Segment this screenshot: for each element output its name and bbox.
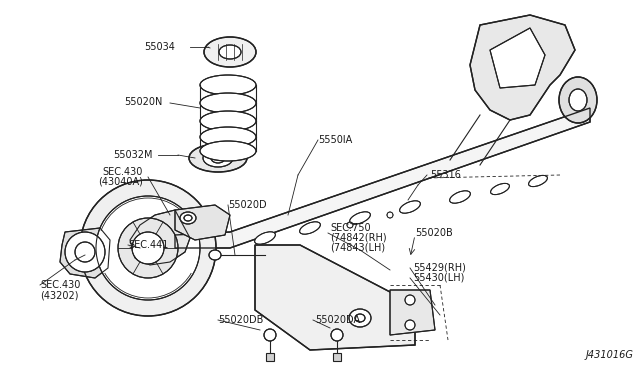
Polygon shape: [333, 353, 341, 361]
Text: SEC.430: SEC.430: [40, 280, 81, 290]
Text: 55032M: 55032M: [113, 150, 153, 160]
Text: (43040A): (43040A): [98, 177, 143, 187]
Ellipse shape: [569, 89, 587, 111]
Circle shape: [132, 232, 164, 264]
Polygon shape: [490, 28, 545, 88]
Ellipse shape: [204, 37, 256, 67]
Ellipse shape: [200, 141, 256, 161]
Circle shape: [96, 196, 200, 300]
Polygon shape: [60, 228, 110, 278]
Circle shape: [65, 232, 105, 272]
Text: 55020DA: 55020DA: [315, 315, 360, 325]
Ellipse shape: [255, 232, 275, 244]
Circle shape: [118, 218, 178, 278]
Ellipse shape: [200, 93, 256, 113]
Circle shape: [405, 295, 415, 305]
Ellipse shape: [399, 201, 420, 213]
Text: (43202): (43202): [40, 290, 79, 300]
Text: SEC.441: SEC.441: [128, 240, 168, 250]
Ellipse shape: [355, 314, 365, 322]
Circle shape: [80, 180, 216, 316]
Text: J431016G: J431016G: [586, 350, 634, 360]
Ellipse shape: [529, 175, 547, 187]
Circle shape: [347, 222, 353, 228]
Ellipse shape: [200, 111, 256, 131]
Polygon shape: [470, 15, 575, 120]
Text: 55020N: 55020N: [125, 97, 163, 107]
Polygon shape: [175, 108, 590, 248]
Text: 55034: 55034: [144, 42, 175, 52]
Ellipse shape: [200, 127, 256, 147]
Text: 55316: 55316: [430, 170, 461, 180]
Polygon shape: [130, 210, 190, 265]
Ellipse shape: [211, 153, 225, 163]
Polygon shape: [175, 205, 230, 240]
Ellipse shape: [559, 77, 597, 123]
Ellipse shape: [203, 149, 233, 167]
Ellipse shape: [209, 250, 221, 260]
Text: 55020D: 55020D: [228, 200, 267, 210]
Ellipse shape: [264, 329, 276, 341]
Text: (74842(RH): (74842(RH): [330, 233, 387, 243]
Ellipse shape: [349, 212, 371, 224]
Text: SEC.430: SEC.430: [102, 167, 143, 177]
Circle shape: [387, 212, 393, 218]
Ellipse shape: [349, 309, 371, 327]
Polygon shape: [255, 245, 415, 350]
Ellipse shape: [450, 191, 470, 203]
Polygon shape: [266, 353, 274, 361]
Text: 55429(RH): 55429(RH): [413, 263, 466, 273]
Text: (74843(LH): (74843(LH): [330, 243, 385, 253]
Circle shape: [75, 242, 95, 262]
Text: 55020B: 55020B: [415, 228, 452, 238]
Text: SEC.750: SEC.750: [330, 223, 371, 233]
Text: 55020DB: 55020DB: [218, 315, 264, 325]
Circle shape: [405, 320, 415, 330]
Ellipse shape: [184, 215, 192, 221]
Ellipse shape: [200, 75, 256, 95]
Ellipse shape: [189, 144, 247, 172]
Ellipse shape: [300, 222, 321, 234]
Text: 5550lA: 5550lA: [318, 135, 352, 145]
Ellipse shape: [180, 212, 196, 224]
Ellipse shape: [331, 329, 343, 341]
Ellipse shape: [491, 183, 509, 195]
Text: 55430(LH): 55430(LH): [413, 273, 465, 283]
Polygon shape: [390, 290, 435, 335]
Ellipse shape: [219, 45, 241, 59]
